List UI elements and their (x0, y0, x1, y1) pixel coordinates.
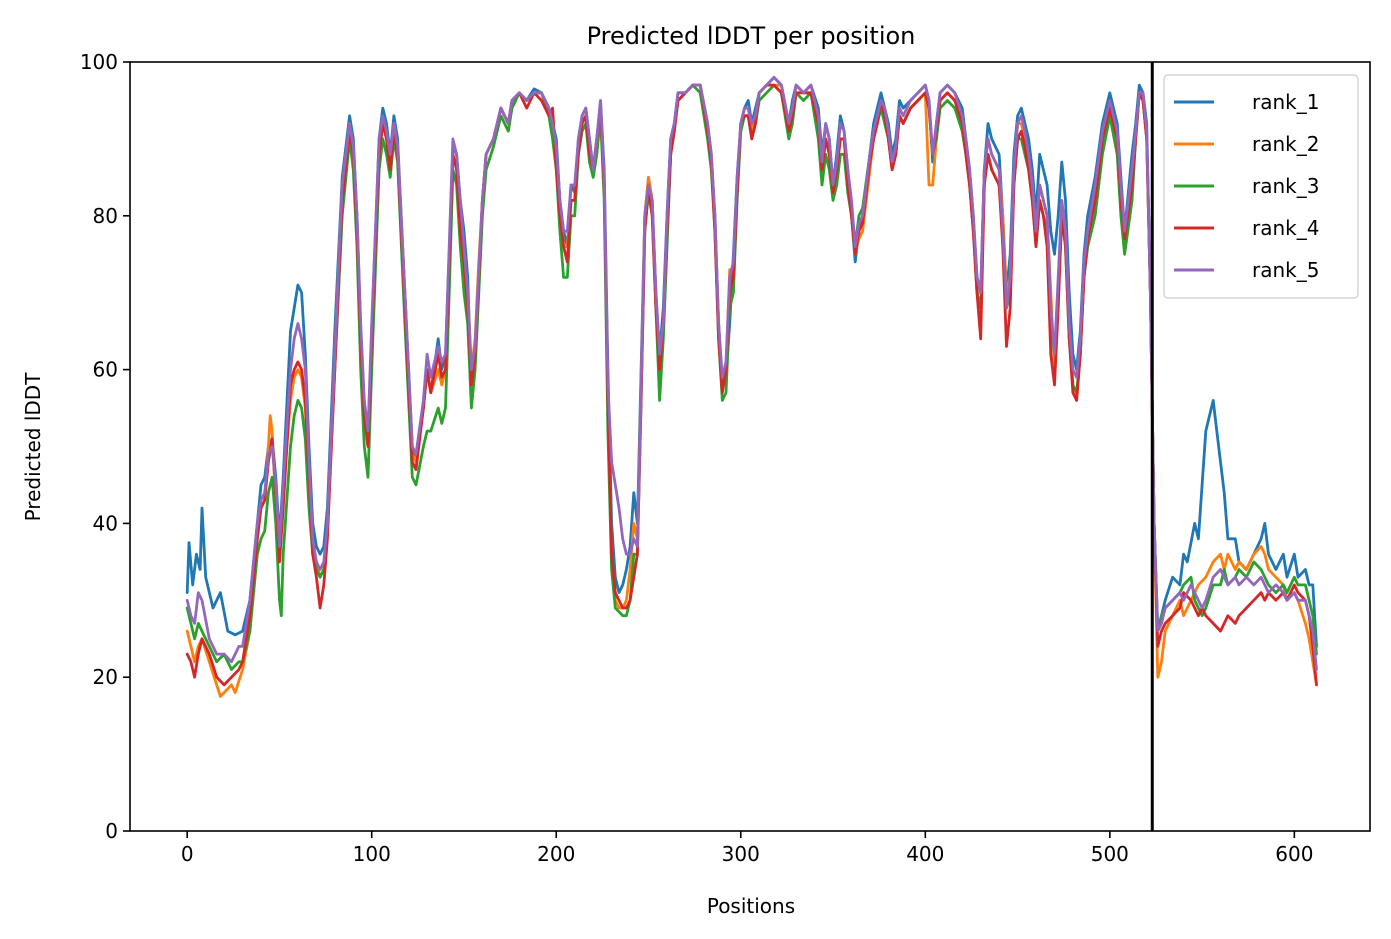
x-tick-label: 0 (181, 842, 194, 866)
y-tick-label: 20 (93, 665, 118, 689)
y-tick-label: 0 (105, 819, 118, 843)
y-tick-label: 80 (93, 204, 118, 228)
legend-label-rank_1: rank_1 (1252, 90, 1319, 114)
series-layer (185, 76, 1318, 698)
legend-items: rank_1 rank_2 rank_3 rank_4 rank_5 (1174, 90, 1319, 282)
series-line-rank_5 (185, 76, 1318, 671)
legend: rank_1 rank_2 rank_3 rank_4 rank_5 (1163, 74, 1359, 299)
x-tick-label: 100 (353, 842, 391, 866)
x-tick-label: 300 (722, 842, 760, 866)
y-axis-title: Predicted lDDT (21, 372, 45, 522)
x-tick-label: 500 (1091, 842, 1129, 866)
legend-label-rank_2: rank_2 (1252, 132, 1319, 156)
y-tick-label: 60 (93, 358, 118, 382)
plot-frame (129, 61, 1371, 832)
x-tick-label: 400 (906, 842, 944, 866)
y-axis-ticks: 0 20 40 60 80 100 (80, 50, 130, 843)
legend-label-rank_4: rank_4 (1252, 216, 1319, 240)
x-tick-label: 200 (537, 842, 575, 866)
y-tick-label: 100 (80, 50, 118, 74)
legend-label-rank_3: rank_3 (1252, 174, 1319, 198)
x-axis-ticks: 0 100 200 300 400 500 600 (181, 831, 1313, 866)
y-tick-label: 40 (93, 511, 118, 535)
legend-box (1163, 74, 1359, 299)
legend-label-rank_5: rank_5 (1252, 258, 1319, 282)
x-tick-label: 600 (1275, 842, 1313, 866)
x-axis-title: Positions (707, 894, 795, 918)
chart-title: Predicted lDDT per position (587, 22, 916, 50)
